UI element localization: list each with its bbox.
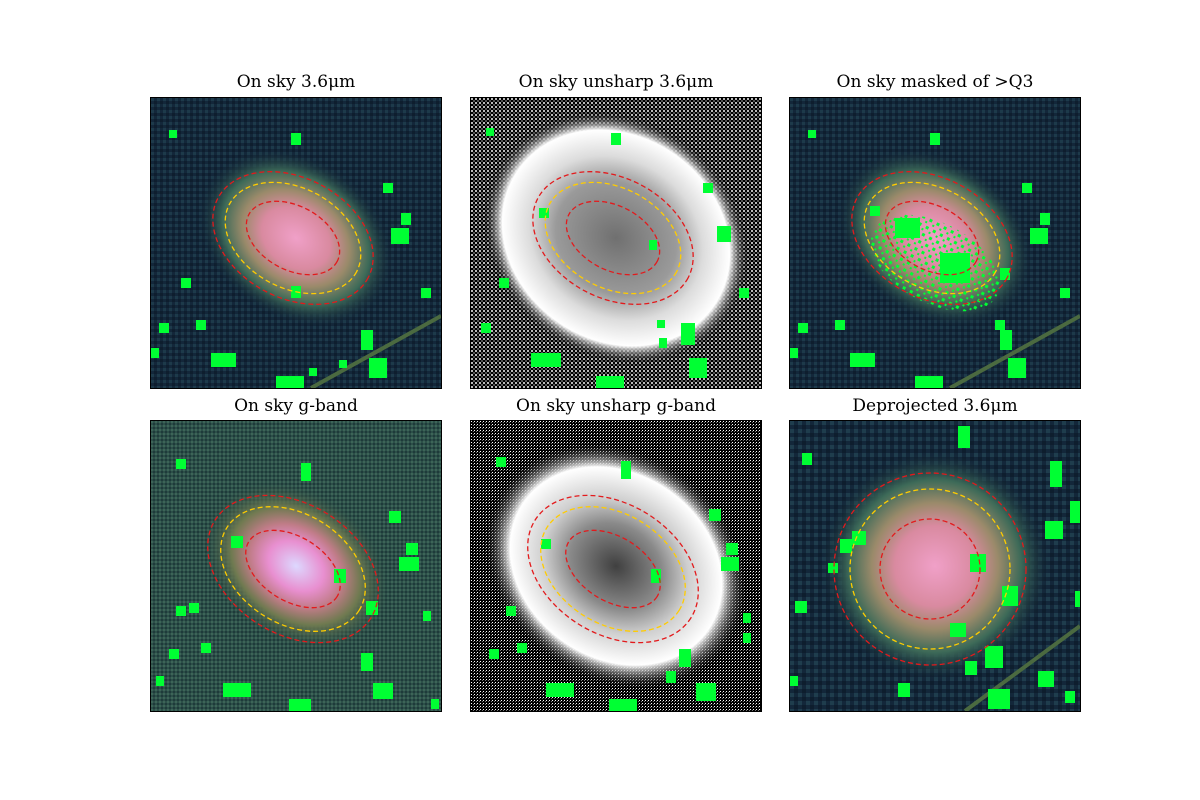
galaxy-image-4: [151, 421, 441, 711]
mask-regions-1: [151, 130, 431, 388]
mask-regions-3: [790, 130, 1070, 388]
galaxy-image-2: [471, 98, 761, 388]
mask-regions-6: [790, 426, 1080, 709]
galaxy-image-1: [151, 98, 441, 388]
galaxy-image-5: [471, 421, 761, 711]
mask-regions-4: [156, 459, 439, 711]
panel-on-sky-g: [150, 420, 442, 712]
panel-title-4: On sky g-band: [234, 396, 358, 416]
panel-deprojected: [789, 420, 1081, 712]
panel-unsharp-g: [470, 420, 762, 712]
mask-regions-5: [489, 457, 751, 711]
panel-masked-q3: [789, 97, 1081, 389]
panel-on-sky-36: [150, 97, 442, 389]
mask-regions-2: [481, 128, 749, 388]
panel-title-2: On sky unsharp 3.6μm: [518, 72, 714, 92]
galaxy-image-6: [790, 421, 1080, 711]
panel-title-1: On sky 3.6μm: [236, 72, 356, 92]
panel-unsharp-36: [470, 97, 762, 389]
panel-title-5: On sky unsharp g-band: [516, 396, 716, 416]
panel-title-3: On sky masked of >Q3: [836, 72, 1034, 92]
panel-title-6: Deprojected 3.6μm: [852, 396, 1018, 416]
galaxy-image-3: [790, 98, 1080, 388]
